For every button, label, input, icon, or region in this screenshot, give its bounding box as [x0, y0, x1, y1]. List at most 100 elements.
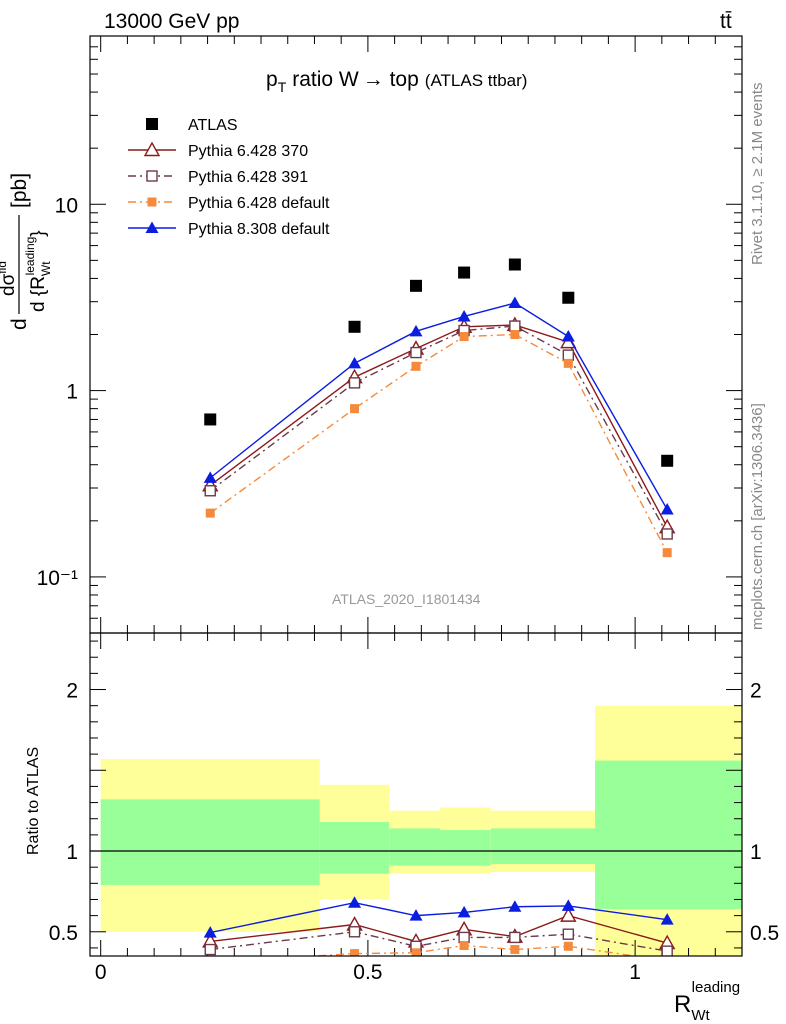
legend-entry: Pythia 6.428 391: [128, 169, 308, 186]
ratio-panel-frame: [89, 632, 743, 957]
legend-label: Pythia 6.428 default: [188, 195, 330, 212]
ratio-data-point: [409, 909, 423, 921]
ratio-y-tick-label-right: 1: [750, 841, 762, 864]
legend-marker: [146, 118, 158, 130]
svg-text:d: d: [8, 318, 31, 330]
ratio-data-point: [350, 949, 360, 956]
ratio-data-point: [203, 926, 217, 938]
legend-marker: [146, 170, 158, 182]
ratio-data-point: [204, 943, 216, 956]
ratio-data-point: [561, 899, 575, 911]
y-tick-label: 1: [66, 381, 78, 404]
legend-label: Pythia 6.428 391: [188, 169, 308, 186]
uncertainty-band-inner: [490, 828, 596, 864]
uncertainty-band-inner: [389, 828, 441, 866]
ratio-y-tick-label: 2: [66, 680, 78, 703]
series-line: [209, 333, 668, 553]
mcplots-label: mcplots.cern.ch [arXiv:1306.3436]: [749, 403, 766, 630]
data-point: [561, 330, 575, 342]
analysis-watermark: ATLAS_2020_I1801434: [332, 591, 481, 607]
data-point: [410, 279, 422, 292]
ratio-data-point: [458, 931, 470, 944]
data-point: [203, 471, 217, 483]
ratio-data-point: [660, 913, 674, 925]
data-point: [205, 508, 215, 518]
ratio-data-point: [348, 926, 361, 938]
legend-label: Pythia 6.428 370: [188, 143, 308, 160]
legend-entry: Pythia 6.428 370: [128, 141, 308, 160]
svg-text:dσfid: dσfid: [0, 261, 19, 296]
uncertainty-band-inner: [440, 830, 491, 866]
ratio-series-group: [202, 896, 676, 956]
legend-entry: Pythia 8.308 default: [128, 221, 330, 238]
data-point: [457, 309, 471, 322]
legend-label: Pythia 8.308 default: [188, 221, 330, 238]
legend-marker: [147, 197, 157, 207]
legend-entry: Pythia 6.428 default: [128, 195, 330, 212]
ratio-y-tick-label: 0.5: [49, 922, 78, 945]
data-point: [348, 356, 362, 369]
rivet-label: Rivet 3.1.10, ≥ 2.1M events: [749, 83, 766, 266]
legend-label: ATLAS: [188, 117, 238, 134]
data-point: [508, 296, 522, 309]
ratio-data-point: [411, 948, 421, 956]
data-point: [458, 266, 471, 279]
ratio-data-point: [508, 900, 522, 912]
ratio-data-point: [563, 941, 573, 951]
data-point: [509, 320, 521, 332]
data-point: [661, 528, 673, 540]
ratio-data-point: [562, 928, 575, 940]
data-point: [204, 485, 216, 497]
ratio-data-point: [510, 945, 520, 955]
ratio-y-tick-label: 1: [66, 841, 78, 864]
process-label: tt̄: [720, 10, 732, 33]
data-point: [204, 413, 217, 426]
series-line: [209, 324, 668, 528]
y-tick-label: 10: [55, 194, 78, 217]
x-tick-label: 0: [95, 961, 107, 984]
data-point: [563, 358, 573, 368]
x-axis-label: RWtleading: [674, 979, 740, 1024]
ratio-data-point: [459, 941, 469, 951]
data-point: [409, 324, 423, 337]
legend-marker: [145, 221, 159, 233]
ratio-y-tick-label-right: 0.5: [750, 922, 779, 945]
data-point: [410, 346, 422, 359]
series-line: [209, 325, 668, 535]
data-point: [348, 320, 361, 333]
data-point: [510, 330, 520, 339]
main-y-axis-label: d dσfid d {RWtleading} [pb]: [0, 173, 53, 330]
ratio-y-axis-label: Ratio to ATLAS: [25, 747, 42, 855]
ratio-data-point: [348, 896, 362, 908]
ratio-data-point: [509, 931, 521, 944]
ratio-data-point: [457, 905, 471, 918]
title-sub: (ATLAS ttbar): [425, 71, 528, 90]
data-point: [661, 454, 674, 467]
data-point: [411, 361, 421, 371]
main-title: pT ratio W → top (ATLAS ttbar): [266, 68, 527, 95]
legend-entry: ATLAS: [146, 117, 238, 134]
svg-text:RWtleading: RWtleading: [674, 979, 740, 1024]
energy-label: 13000 GeV pp: [104, 10, 239, 33]
title-main: ratio W: [292, 68, 359, 91]
uncertainty-band-inner: [100, 799, 320, 885]
legend-marker: [143, 141, 161, 157]
x-tick-label: 0.5: [353, 961, 382, 984]
x-tick-label: 1: [629, 961, 641, 984]
data-point: [660, 503, 674, 515]
ratio-data-point: [560, 907, 577, 922]
y-tick-label: 10⁻¹: [37, 567, 78, 590]
ratio-data-point: [661, 945, 673, 956]
uncertainty-band-inner: [595, 760, 742, 910]
data-point: [350, 404, 360, 414]
data-point: [348, 377, 361, 389]
ratio-y-tick-label-right: 2: [750, 680, 762, 703]
title-arrow: → top: [363, 68, 419, 91]
data-point: [562, 291, 575, 304]
uncertainty-band-inner: [319, 821, 390, 874]
data-point: [459, 332, 469, 342]
data-point: [662, 548, 672, 558]
data-point: [562, 349, 575, 361]
